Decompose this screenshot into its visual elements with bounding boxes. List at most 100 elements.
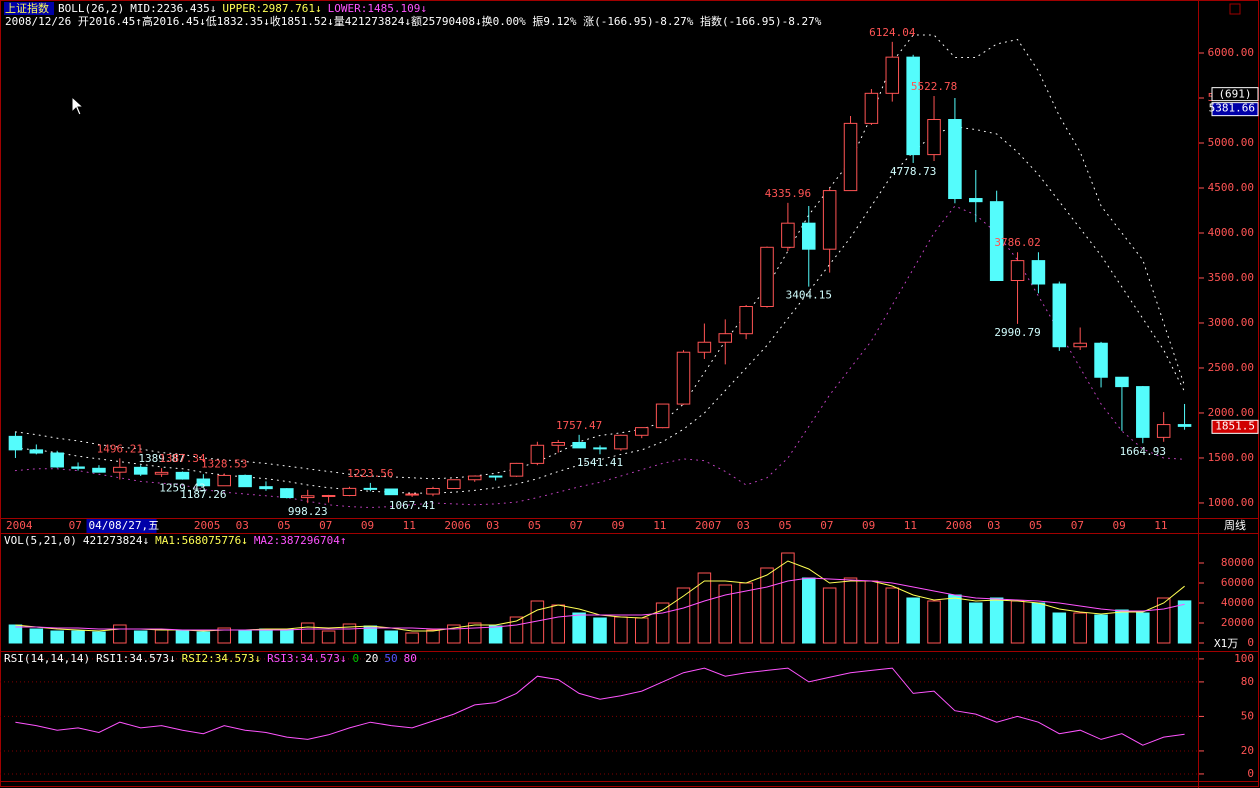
volume-bar <box>697 572 712 644</box>
candle-body <box>843 122 858 192</box>
volume-bar <box>593 617 607 644</box>
volume-bar <box>718 584 733 644</box>
candle-body <box>1094 342 1108 378</box>
candle-body <box>885 56 900 94</box>
moving-average-line <box>15 577 1185 631</box>
candle-body <box>488 475 503 478</box>
volume-bar <box>1136 612 1150 644</box>
volume-bar <box>843 577 858 644</box>
candle-body <box>655 403 670 429</box>
price-annotation: 1387.34 <box>159 452 206 465</box>
price-annotation: 1067.41 <box>389 499 435 512</box>
volume-bar <box>384 630 398 644</box>
candle-body <box>280 488 294 499</box>
mouse-cursor <box>71 95 85 116</box>
price-annotation: 4778.73 <box>890 165 936 178</box>
volume-bar <box>113 624 127 644</box>
candle-body <box>1010 260 1025 282</box>
price-annotation: 1328.53 <box>201 457 247 470</box>
volume-bar <box>1177 600 1192 644</box>
volume-bar <box>551 604 566 644</box>
price-annotation: 1389.87 <box>138 452 184 465</box>
price-label: 5381.66 <box>1209 102 1255 115</box>
volume-bar <box>50 630 64 644</box>
volume-bar <box>1010 600 1025 644</box>
legend-entry: 0 <box>353 652 360 665</box>
price-annotation: 1541.41 <box>577 456 623 469</box>
volume-bar <box>969 602 983 644</box>
price-annotation: 1757.47 <box>556 419 602 432</box>
x-tick-label: 09 <box>1112 519 1125 532</box>
price-annotation: 1223.56 <box>347 467 393 480</box>
y-tick-label: 60000 <box>1221 576 1254 589</box>
x-tick-label: 07 <box>69 519 82 532</box>
volume-bar <box>1073 612 1087 644</box>
volume-bar <box>196 631 211 644</box>
volume-bar <box>154 629 169 644</box>
volume-bar <box>802 577 816 644</box>
legend-entry: RSI1:34.573↓ <box>96 652 175 665</box>
volume-bar <box>1031 602 1046 644</box>
legend-entry: 20 <box>365 652 378 665</box>
candle-body <box>760 246 774 308</box>
rsi-line <box>15 667 1185 746</box>
volume-bar <box>760 567 774 644</box>
volume-bar <box>405 632 419 644</box>
volume-bar <box>676 587 691 644</box>
candle-body <box>217 474 231 487</box>
candle-body <box>697 341 712 353</box>
legend-entry: RSI3:34.573↓ <box>267 652 346 665</box>
price-label-box <box>1211 102 1259 117</box>
candle-body <box>363 487 378 490</box>
candle-body <box>509 462 524 477</box>
candle-body <box>864 92 879 124</box>
volume-bar <box>488 625 503 644</box>
price-annotation: 4335.96 <box>765 187 811 200</box>
bollinger-line <box>14 205 1186 509</box>
x-tick-label: 2008 <box>945 519 972 532</box>
volume-bar <box>1094 614 1108 644</box>
candle-body <box>405 493 419 496</box>
legend-entry: VOL(5,21,0) <box>4 534 77 547</box>
y-tick-label: 20000 <box>1221 616 1254 629</box>
candle-body <box>572 441 586 449</box>
x-tick-label: 09 <box>611 519 624 532</box>
legend-entry: BOLL(26,2) <box>58 2 124 15</box>
candle-body <box>1052 283 1067 348</box>
candle-body <box>614 434 628 450</box>
y-tick-label: 4500.00 <box>1208 181 1254 194</box>
candle-body <box>238 474 252 488</box>
x-tick-label: 05 <box>277 519 290 532</box>
candle-body <box>196 478 211 487</box>
candle-body <box>92 467 106 473</box>
volume-bar <box>634 617 649 644</box>
volume-bar <box>822 587 837 644</box>
y-tick-label: 50 <box>1241 709 1254 722</box>
x-tick-label: 07 <box>1071 519 1084 532</box>
y-tick-label: 3000.00 <box>1208 316 1254 329</box>
chart-subtitle: 2008/12/26 开2016.45↑高2016.45↓低1832.35↓收1… <box>5 14 822 28</box>
candle-body <box>1156 424 1171 438</box>
x-tick-label: 2004 <box>6 519 33 532</box>
window-button[interactable] <box>1229 3 1241 15</box>
y-tick-label: 4000.00 <box>1208 226 1254 239</box>
legend-entry: UPPER:2987.761↓ <box>222 2 321 15</box>
legend-entry: MA2:387296704↑ <box>254 534 347 547</box>
candle-body <box>29 449 44 454</box>
volume-bar <box>29 628 44 644</box>
legend-entry: 421273824↓ <box>83 534 149 547</box>
x-tick-label: 05 <box>528 519 541 532</box>
candle-body <box>342 487 357 496</box>
x-tick-label: 2006 <box>444 519 471 532</box>
volume-bar <box>71 630 85 644</box>
volume-bar <box>217 627 231 644</box>
price-annotation: 3786.02 <box>994 236 1040 249</box>
x-tick-label: 07 <box>820 519 833 532</box>
volume-bar <box>989 597 1004 644</box>
candle-body <box>781 222 795 248</box>
x-tick-label: 03 <box>236 519 249 532</box>
y-tick-label: 1500.00 <box>1208 451 1254 464</box>
price-annotation: 3404.15 <box>786 289 832 302</box>
